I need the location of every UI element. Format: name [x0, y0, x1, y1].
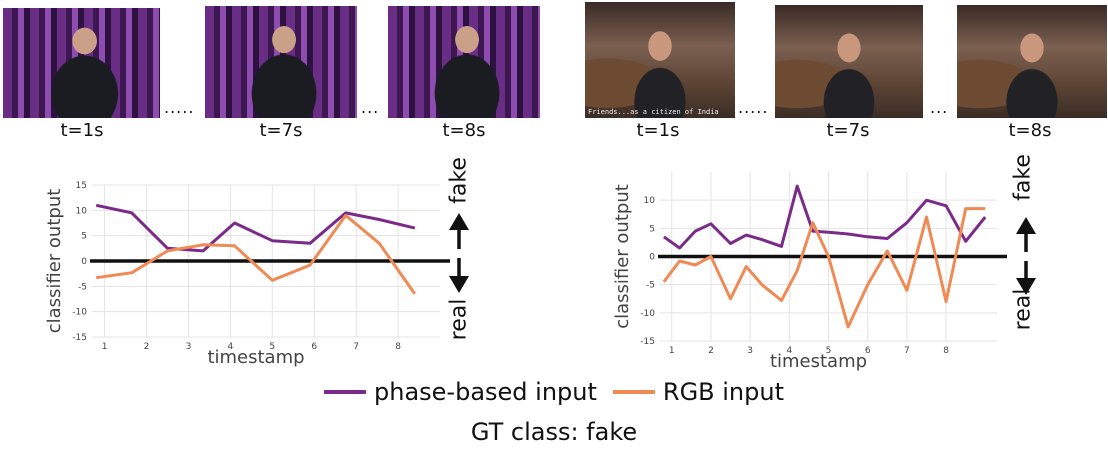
left-chart-xtick-label: 6	[311, 342, 317, 352]
right-chart-series-rgb	[662, 207, 986, 329]
left-chart-ytick-label: -15	[72, 333, 87, 343]
right-chart-ylabel: classifier output	[612, 184, 633, 329]
left-fake-real-arrows	[449, 213, 469, 293]
right-chart-series-phase	[663, 184, 987, 250]
right-fake-label: fake	[1010, 154, 1036, 201]
legend-label-phase: phase-based input	[374, 378, 597, 406]
right-frame-label-3: t=8s	[1008, 120, 1052, 141]
legend-swatch-phase	[324, 390, 366, 394]
right-chart-xtick-label: 7	[904, 346, 910, 356]
left-chart-ytick-label: 15	[76, 181, 87, 191]
left-chart-series-phase	[95, 203, 416, 253]
right-fake-real-arrows	[1016, 217, 1036, 295]
left-ellipsis-1: .....	[164, 98, 195, 117]
left-chart-xtick-label: 2	[144, 342, 150, 352]
left-frame-label-2: t=7s	[259, 120, 303, 141]
right-ellipsis-2: ...	[930, 98, 949, 117]
left-chart-ytick-label: 10	[76, 206, 88, 216]
right-chart-ytick-label: -10	[640, 309, 655, 319]
right-chart-xtick-label: 4	[786, 346, 792, 356]
left-chart-ylabel: classifier output	[44, 189, 65, 334]
right-chart-xlabel: timestamp	[770, 351, 867, 372]
left-chart-xtick-label: 3	[186, 342, 192, 352]
right-ellipsis-1: .....	[738, 98, 769, 117]
legend-label-rgb: RGB input	[662, 378, 784, 406]
right-frame-3	[957, 5, 1107, 118]
right-chart-ytick-label: -15	[640, 337, 655, 347]
right-chart-xtick-label: 3	[747, 346, 753, 356]
right-chart-ytick-label: 10	[644, 196, 656, 206]
left-chart-xtick-label: 5	[269, 342, 275, 352]
left-chart-ytick-label: 0	[81, 257, 87, 267]
left-chart-xlabel: timestamp	[207, 347, 304, 368]
left-chart-xtick-label: 4	[227, 342, 233, 352]
right-chart-xtick-label: 1	[669, 346, 675, 356]
left-frame-label-1: t=1s	[60, 120, 104, 141]
left-chart-ytick-label: 5	[81, 232, 87, 242]
right-chart: 1 2 3 4 5 6 7 8 -15 -10 -5 0 5 10 timestamp classifier …	[612, 172, 1007, 372]
right-chart-ytick-label: 5	[649, 224, 655, 234]
left-chart-xtick-label: 7	[353, 342, 359, 352]
legend-swatch-rgb	[612, 390, 655, 394]
legend-item-phase: phase-based input	[324, 378, 597, 406]
right-frame-2	[775, 5, 923, 118]
right-frame-1: Friends...as a citizen of India	[585, 2, 735, 118]
right-chart-xtick-label: 5	[826, 346, 832, 356]
left-frame-1	[3, 8, 160, 118]
left-frame-2	[205, 6, 357, 118]
right-chart-ytick-label: -5	[646, 281, 655, 291]
legend: phase-based input RGB input	[0, 378, 1108, 406]
left-chart-ytick-label: -5	[78, 282, 87, 292]
left-ellipsis-2: ...	[361, 98, 380, 117]
left-fake-label: fake	[446, 157, 472, 204]
legend-item-rgb: RGB input	[612, 378, 784, 406]
left-chart-ytick-label: -10	[72, 308, 87, 318]
gt-class-label: GT class: fake	[470, 418, 638, 446]
right-frame-label-1: t=1s	[636, 120, 680, 141]
left-chart-xtick-label: 1	[102, 342, 108, 352]
left-frame-label-3: t=8s	[442, 120, 486, 141]
right-chart-xtick-label: 6	[865, 346, 871, 356]
right-chart-xtick-label: 8	[943, 346, 949, 356]
right-frame-label-2: t=7s	[826, 120, 870, 141]
left-frame-3	[388, 6, 540, 118]
right-chart-ytick-label: 0	[649, 253, 655, 263]
frame-caption: Friends...as a citizen of India	[588, 108, 719, 116]
left-chart: 1 2 3 4 5 6 7 8 -15 -10 -5 0 5 10 15 timestamp classifie…	[44, 181, 450, 368]
left-chart-series-rgb	[95, 213, 417, 295]
left-chart-xtick-label: 8	[395, 342, 401, 352]
right-chart-xtick-label: 2	[708, 346, 714, 356]
